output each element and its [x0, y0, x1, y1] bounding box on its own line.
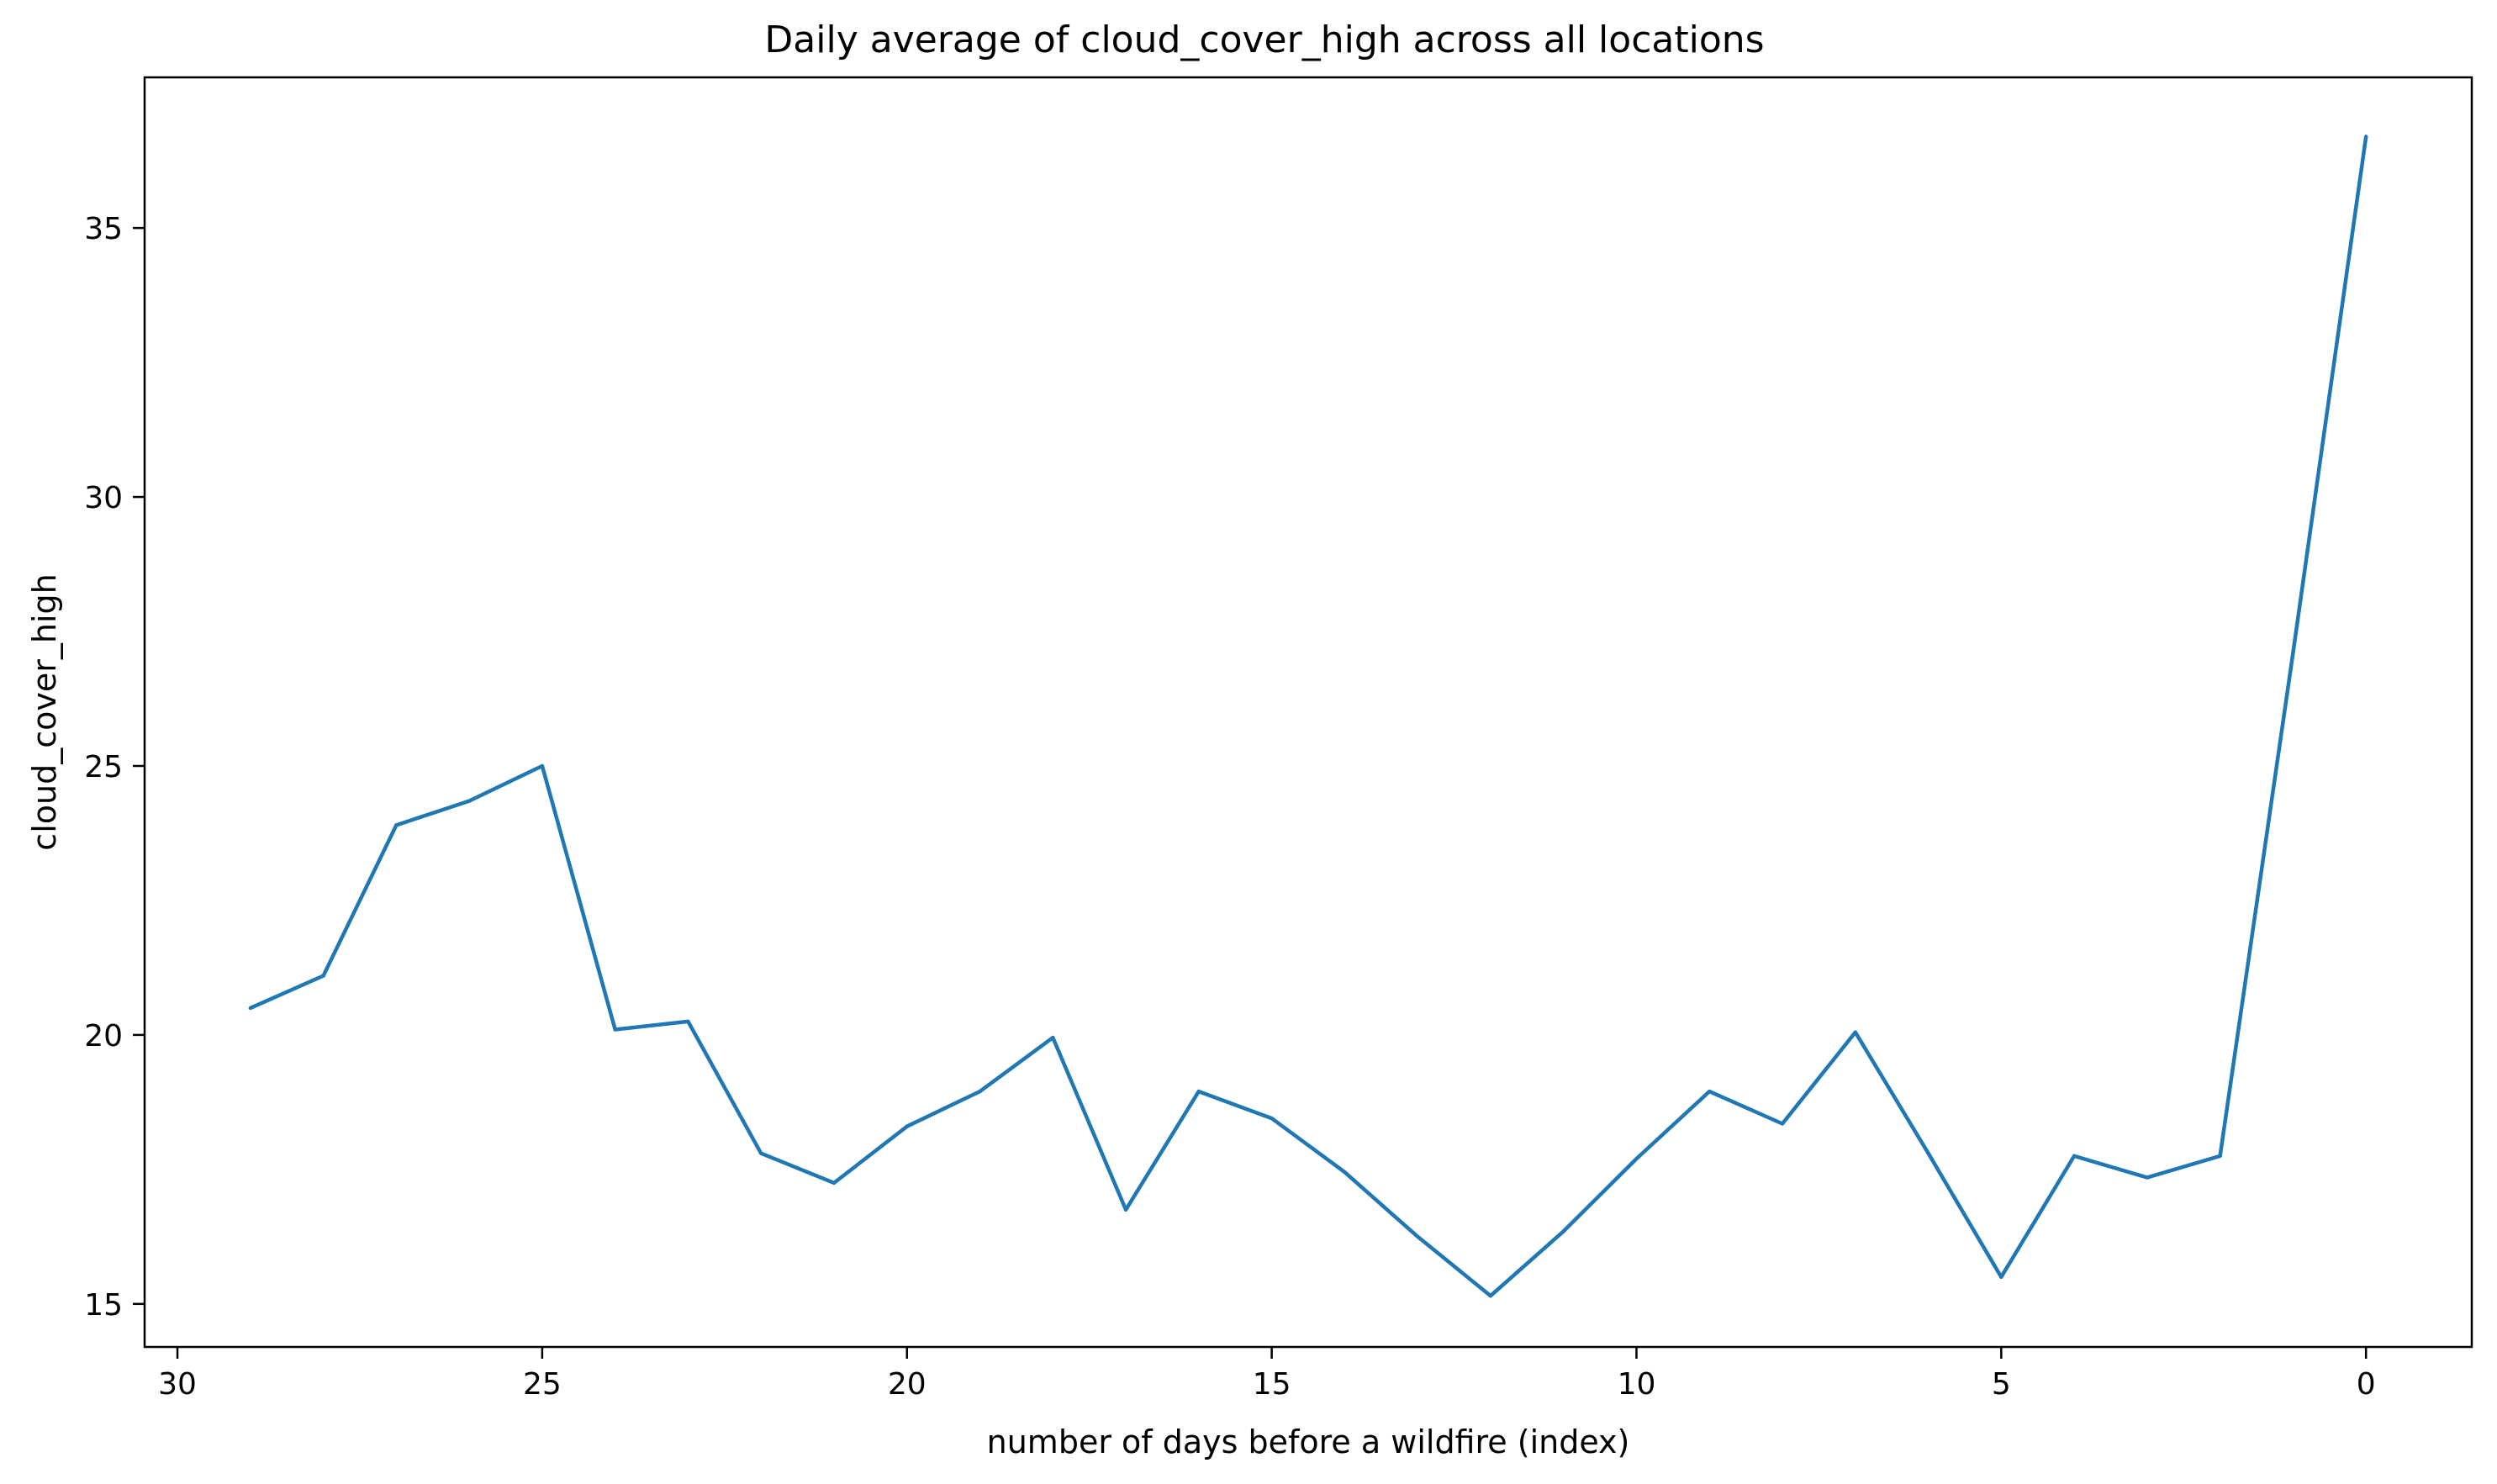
- y-tick-label: 35: [84, 212, 123, 246]
- data-point: [1051, 1035, 1055, 1040]
- y-tick-label: 30: [84, 481, 123, 515]
- y-tick-label: 15: [84, 1288, 123, 1323]
- x-tick-label: 5: [1992, 1367, 2011, 1402]
- data-point: [467, 799, 472, 803]
- x-tick-label: 30: [158, 1367, 197, 1402]
- y-tick-label: 25: [84, 750, 123, 784]
- data-point: [2145, 1175, 2150, 1180]
- data-point: [1415, 1234, 1420, 1239]
- x-tick-label: 15: [1253, 1367, 1291, 1402]
- data-point: [321, 974, 325, 978]
- data-point: [2218, 1154, 2222, 1159]
- data-point: [1999, 1275, 2003, 1280]
- data-point: [248, 1006, 253, 1011]
- data-point: [978, 1089, 982, 1094]
- data-point: [1634, 1156, 1639, 1161]
- data-point: [686, 1019, 690, 1024]
- y-axis-label: cloud_cover_high: [26, 573, 63, 850]
- data-point: [1343, 1170, 1347, 1175]
- data-point: [2072, 1154, 2077, 1159]
- data-point: [1196, 1089, 1201, 1094]
- data-point: [1780, 1122, 1785, 1126]
- data-point: [759, 1151, 763, 1155]
- x-tick-label: 25: [523, 1367, 562, 1402]
- data-point: [905, 1124, 909, 1128]
- data-point: [1561, 1229, 1565, 1233]
- data-point: [613, 1027, 617, 1032]
- y-tick-label: 20: [84, 1019, 123, 1054]
- series-line-cloud-cover-high: [249, 136, 2368, 1298]
- data-point: [1708, 1089, 1712, 1094]
- x-axis: 30 25 20 15 10 5 0: [158, 1347, 2376, 1402]
- x-axis-label: number of days before a wildfire (index): [987, 1423, 1630, 1460]
- data-point: [1270, 1116, 1274, 1121]
- data-point: [831, 1180, 837, 1186]
- plot-area-frame: [143, 76, 2473, 1349]
- data-point: [1123, 1207, 1128, 1212]
- data-point: [394, 823, 399, 827]
- data-point: [2291, 651, 2295, 655]
- x-tick-label: 10: [1618, 1367, 1656, 1402]
- chart-title: Daily average of cloud_cover_high across…: [764, 18, 1764, 61]
- y-axis: 15 20 25 30 35: [84, 212, 145, 1323]
- data-point: [1488, 1294, 1493, 1298]
- data-point: [1926, 1151, 1930, 1155]
- data-point: [540, 763, 545, 768]
- x-tick-label: 0: [2357, 1367, 2376, 1402]
- data-point: [2363, 135, 2368, 139]
- x-tick-label: 20: [888, 1367, 926, 1402]
- series-points: [248, 135, 2368, 1298]
- data-point: [1853, 1030, 1857, 1034]
